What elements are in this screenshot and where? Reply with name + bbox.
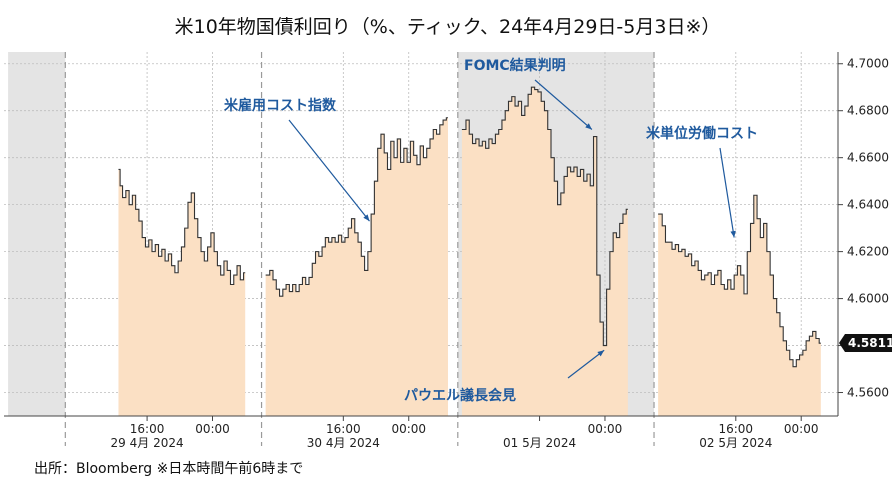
annotation-arrow-line [288, 119, 370, 222]
annotation-label: 米単位労働コスト [646, 125, 758, 142]
annotation-arrowhead [730, 230, 736, 238]
x-tick-date: 30 4月 2024 [307, 436, 380, 450]
area-29-apr [118, 169, 246, 416]
y-tick-label: 4.6000 [847, 292, 889, 306]
y-tick-label: 4.6600 [847, 151, 889, 165]
last-value-box [839, 333, 892, 352]
line-29-apr [118, 168, 246, 286]
x-tick-date: 02 5月 2024 [699, 436, 772, 450]
annotation-arrowhead [585, 123, 592, 130]
x-tick-time: 00:00 [195, 422, 230, 436]
x-tick-time: 16:00 [130, 422, 165, 436]
area-30-apr [265, 117, 448, 417]
last-value-label: 4.5811 [848, 336, 894, 350]
annotation-label: パウエル議長会見 [404, 387, 516, 404]
annotation-label: FOMC結果判明 [464, 57, 566, 74]
annotation-arrow-line [534, 79, 593, 130]
y-tick-label: 4.7000 [847, 57, 889, 71]
y-tick-label: 4.6400 [847, 198, 889, 212]
annotation-arrowhead [597, 350, 605, 357]
annotation-arrowhead [363, 214, 370, 222]
x-tick-time: 00:00 [588, 422, 623, 436]
yield-lines [118, 86, 821, 368]
x-tick-time: 16:00 [326, 422, 361, 436]
annotation-arrow-line [719, 147, 735, 238]
annotation-arrow-line [567, 349, 605, 379]
area-fills [118, 87, 821, 417]
line-30-apr [265, 117, 448, 297]
chart-title: 米10年物国債利回り（%、ティック、24年4月29日-5月3日※） [174, 16, 721, 38]
shade-band [8, 52, 66, 416]
source-note: 出所：Bloomberg ※日本時間午前6時まで [34, 461, 304, 477]
area-01-may [461, 87, 628, 417]
x-tick-date: 01 5月 2024 [503, 436, 576, 450]
x-tick-time: 16:00 [718, 422, 753, 436]
x-tick-time: 00:00 [391, 422, 426, 436]
y-tick-label: 4.6800 [847, 104, 889, 118]
line-02-may [658, 194, 821, 368]
x-tick-time: 00:00 [784, 422, 819, 436]
line-01-may [461, 86, 628, 347]
axes [4, 52, 843, 421]
area-02-may [658, 195, 821, 416]
x-tick-date: 29 4月 2024 [111, 436, 184, 450]
y-tick-label: 4.6200 [847, 245, 889, 259]
last-value-marker: 4.5811 [839, 333, 894, 352]
annotation-label: 米雇用コスト指数 [224, 97, 337, 114]
y-tick-label: 4.5600 [847, 386, 889, 400]
day-separators [64, 52, 655, 446]
